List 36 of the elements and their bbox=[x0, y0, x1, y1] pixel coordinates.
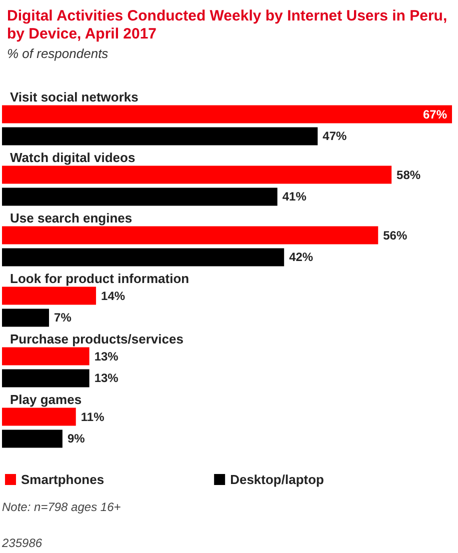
y-tick-label: Visit social networks bbox=[10, 89, 138, 104]
bar bbox=[2, 369, 90, 388]
y-tick-label: Watch digital videos bbox=[10, 150, 136, 165]
y-tick-label: Purchase products/services bbox=[10, 331, 184, 346]
chart-subtitle: % of respondents bbox=[7, 46, 109, 61]
legend-label: Desktop/laptop bbox=[230, 472, 324, 487]
data-label: 14% bbox=[101, 288, 126, 303]
data-label: 42% bbox=[289, 250, 314, 264]
bar bbox=[2, 105, 452, 124]
bar bbox=[2, 308, 50, 327]
text: Note: n=798 ages 16+ bbox=[2, 500, 121, 514]
data-label: 9% bbox=[67, 432, 86, 446]
data-label: 7% bbox=[54, 310, 72, 325]
data-label: 13% bbox=[94, 349, 119, 364]
bar bbox=[2, 408, 76, 426]
bar bbox=[2, 226, 378, 244]
bar bbox=[2, 286, 96, 305]
data-label: 56% bbox=[383, 228, 408, 242]
y-tick-label: Use search engines bbox=[10, 210, 132, 226]
bar bbox=[2, 127, 318, 146]
chart-title: Digital Activities Conducted Weekly by Internet Users in Peru, by Device, April 2017 bbox=[7, 8, 452, 42]
data-label: 58% bbox=[396, 168, 421, 182]
bar bbox=[2, 347, 90, 366]
bar bbox=[2, 430, 62, 448]
bar bbox=[2, 166, 392, 184]
data-label: 47% bbox=[322, 129, 348, 144]
bar bbox=[2, 248, 284, 266]
data-label: 41% bbox=[282, 190, 307, 204]
data-label: 67% bbox=[422, 107, 448, 122]
data-label: 11% bbox=[80, 410, 105, 424]
data-label: 13% bbox=[94, 371, 119, 386]
y-tick-label: Play games bbox=[10, 392, 82, 407]
y-tick-label: Look for product information bbox=[10, 270, 190, 286]
bar bbox=[2, 188, 278, 206]
text: 235986 bbox=[1, 536, 42, 550]
legend-label: Smartphones bbox=[21, 472, 104, 487]
